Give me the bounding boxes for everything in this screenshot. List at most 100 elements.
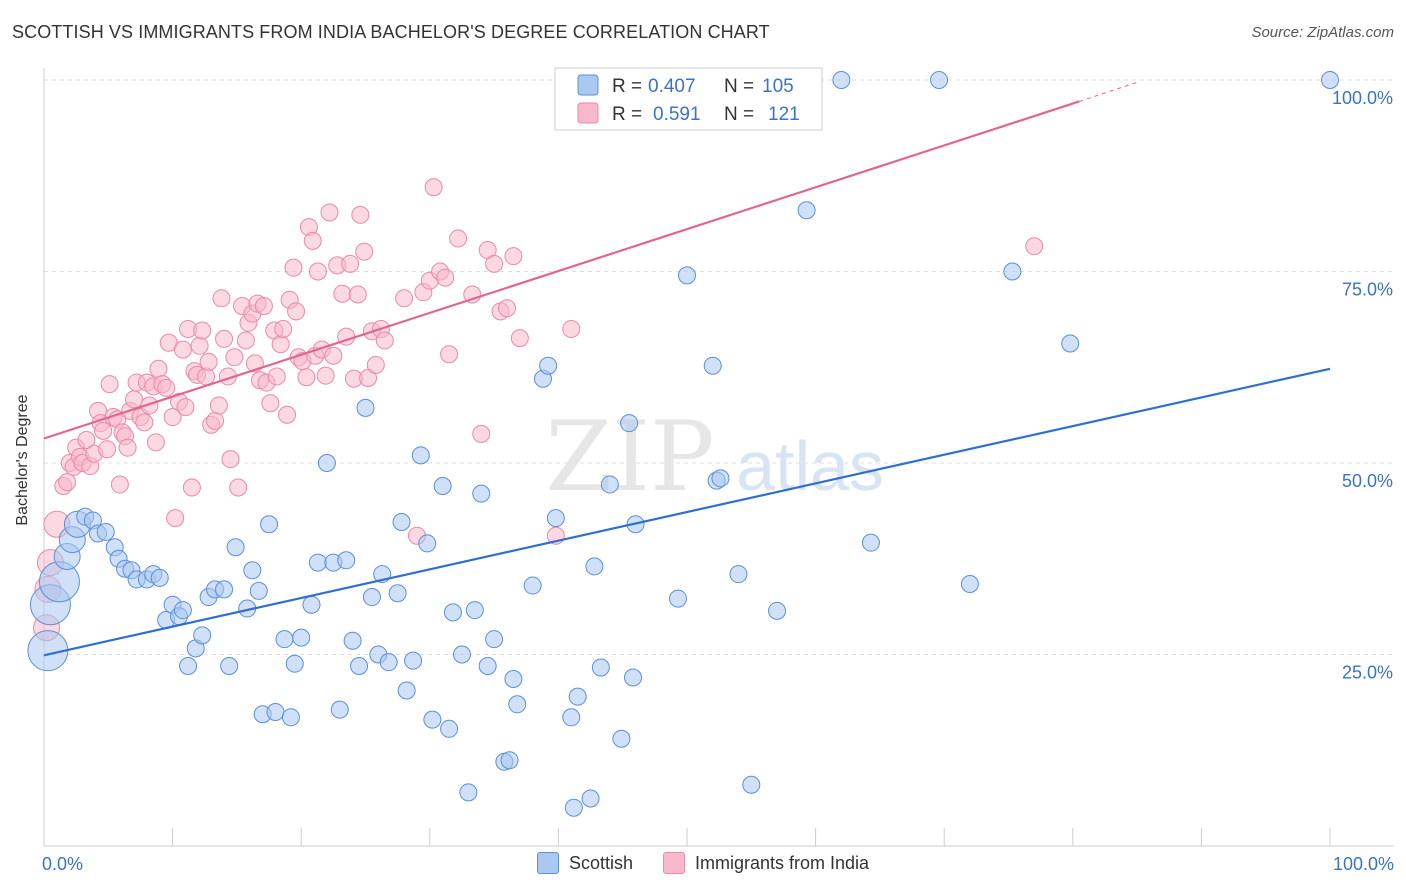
legend-item-scottish[interactable]: Scottish	[536, 852, 633, 874]
india-trend-extension	[1079, 81, 1138, 102]
scottish-point	[581, 789, 600, 808]
scottish-point	[478, 656, 497, 675]
legend-r-value-1: 0.407	[648, 76, 696, 97]
scottish-point	[930, 71, 949, 89]
india-point	[173, 340, 192, 359]
scottish-point	[668, 589, 687, 608]
india-point	[562, 319, 581, 338]
trend-lines	[43, 81, 1331, 657]
india-point	[229, 478, 248, 497]
legend-bottom-label-scottish: Scottish	[568, 852, 633, 873]
india-point	[436, 268, 455, 287]
scottish-point	[302, 595, 321, 614]
legend-r-label-1: R =	[612, 76, 642, 97]
scottish-point	[1061, 334, 1080, 353]
scottish-point	[249, 581, 268, 600]
india-point	[206, 411, 225, 430]
india-point	[163, 408, 182, 427]
india-point	[284, 258, 303, 277]
scottish-point	[742, 775, 761, 794]
scottish-point	[568, 687, 587, 706]
india-point	[504, 247, 523, 266]
x-tick-label: 0.0%	[42, 854, 83, 874]
india-point	[182, 478, 201, 497]
scottish-point	[350, 656, 369, 675]
india-point	[271, 335, 290, 354]
scottish-point	[243, 561, 262, 580]
india-point	[236, 331, 255, 350]
india-point	[254, 296, 273, 315]
scottish-point	[404, 651, 423, 670]
legend-box	[554, 67, 823, 131]
india-point	[190, 336, 209, 355]
scottish-point	[317, 454, 336, 472]
source-label: Source: ZipAtlas.com	[1251, 24, 1394, 41]
india-point	[125, 390, 144, 409]
india-point	[118, 438, 137, 457]
scottish-point	[362, 588, 381, 607]
scottish-point	[423, 710, 442, 729]
legend-bottom-swatch-scottish	[536, 852, 559, 874]
legend-top: R = 0.407 N = 105 R = 0.591 N = 121	[554, 67, 823, 131]
scottish-point	[356, 398, 375, 417]
india-point	[440, 345, 459, 364]
india-point	[485, 254, 504, 273]
scottish-point	[620, 414, 639, 433]
scottish-point	[285, 654, 304, 673]
scottish-point	[623, 668, 642, 687]
chart-title: SCOTTISH VS IMMIGRANTS FROM INDIA BACHEL…	[12, 22, 770, 42]
legend-n-value-1: 105	[762, 76, 794, 97]
india-point	[77, 431, 96, 450]
scottish-point	[459, 783, 478, 802]
scottish-point	[472, 484, 491, 503]
scottish-point	[443, 603, 462, 622]
india-point	[221, 450, 240, 469]
india-point	[98, 440, 117, 459]
india-point	[348, 285, 367, 304]
india-point	[320, 203, 339, 222]
scottish-point	[546, 509, 565, 528]
legend-item-india[interactable]: Immigrants from India	[662, 852, 869, 874]
scottish-point	[585, 557, 604, 576]
india-point	[297, 368, 316, 387]
scottish-point	[711, 469, 730, 488]
india-point	[424, 178, 443, 197]
scottish-point	[260, 515, 279, 534]
scottish-points	[27, 71, 1339, 817]
scottish-point	[343, 631, 362, 650]
scottish-point	[337, 551, 356, 570]
india-point	[193, 321, 212, 340]
scottish-point	[226, 538, 245, 557]
india-point	[449, 229, 468, 248]
india-point	[166, 509, 185, 528]
scottish-point	[266, 702, 285, 721]
india-point	[225, 348, 244, 367]
india-point	[308, 262, 327, 281]
scottish-point	[379, 653, 398, 672]
scottish-point	[729, 565, 748, 584]
scottish-point	[612, 729, 631, 748]
india-point	[324, 346, 343, 365]
legend-swatch-india	[577, 102, 599, 124]
scottish-point	[388, 584, 407, 603]
india-point	[316, 366, 335, 385]
india-point	[375, 331, 394, 350]
scottish-point	[832, 71, 851, 89]
legend-n-label-2: N =	[724, 104, 754, 125]
india-point	[110, 475, 129, 494]
scottish-point	[452, 645, 471, 664]
india-point	[58, 473, 77, 492]
scottish-point	[591, 658, 610, 677]
scottish-point	[508, 695, 527, 714]
scottish-point	[500, 751, 519, 770]
india-point	[209, 396, 228, 415]
india-point	[497, 299, 516, 318]
scottish-point	[1003, 262, 1022, 281]
watermark: ZIP atlas	[545, 401, 884, 513]
scottish-point	[797, 201, 816, 220]
scottish-point	[418, 534, 437, 553]
scottish-point	[504, 670, 523, 689]
scottish-point	[703, 356, 722, 375]
india-point	[146, 433, 165, 452]
